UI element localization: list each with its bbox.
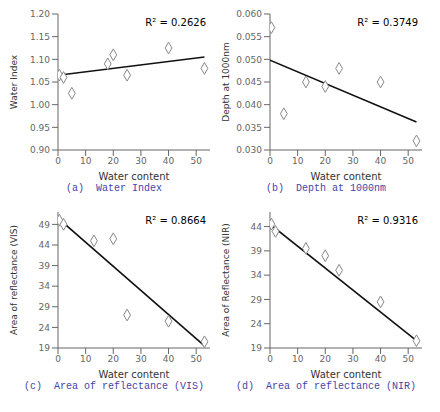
svg-text:20: 20	[320, 156, 332, 166]
svg-text:30: 30	[347, 354, 359, 364]
svg-text:0.060: 0.060	[236, 9, 262, 19]
svg-text:10: 10	[80, 156, 92, 166]
svg-text:44: 44	[251, 222, 263, 232]
svg-text:1.10: 1.10	[30, 55, 50, 65]
html-text:(a) Water Index: (a) Water Index	[66, 183, 162, 194]
svg-text:Area of reflectance (VIS): Area of reflectance (VIS)	[9, 225, 19, 335]
svg-text:24: 24	[39, 323, 51, 333]
svg-text:24: 24	[251, 319, 263, 329]
svg-text:0.050: 0.050	[236, 55, 262, 65]
svg-text:29: 29	[39, 302, 51, 312]
svg-text:20: 20	[108, 156, 120, 166]
svg-text:0.045: 0.045	[236, 77, 262, 87]
svg-text:49: 49	[39, 220, 51, 230]
svg-text:Depth at 1000nm: Depth at 1000nm	[221, 42, 231, 122]
svg-text:40: 40	[375, 156, 387, 166]
svg-text:19: 19	[251, 343, 263, 353]
svg-text:30: 30	[347, 156, 359, 166]
html-text:(c) Area of reflectance (VIS): (c) Area of reflectance (VIS)	[24, 381, 204, 392]
svg-text:39: 39	[251, 246, 263, 256]
svg-text:1.20: 1.20	[30, 9, 50, 19]
svg-text:Water content: Water content	[98, 369, 169, 378]
svg-text:0.040: 0.040	[236, 100, 262, 110]
svg-text:0.035: 0.035	[236, 123, 262, 133]
svg-text:10: 10	[292, 354, 304, 364]
html-text:R² = 0.8664: R² = 0.8664	[145, 215, 206, 226]
svg-text:50: 50	[402, 156, 414, 166]
svg-text:0: 0	[55, 156, 61, 166]
svg-text:20: 20	[320, 354, 332, 364]
svg-text:40: 40	[163, 354, 175, 364]
html-text:R² = 0.2626: R² = 0.2626	[145, 17, 206, 28]
svg-text:29: 29	[251, 295, 263, 305]
svg-text:Water content: Water content	[98, 171, 169, 180]
svg-text:40: 40	[163, 156, 175, 166]
svg-text:39: 39	[39, 261, 51, 271]
svg-text:0: 0	[55, 354, 61, 364]
html-text:R² = 0.3749: R² = 0.3749	[357, 17, 418, 28]
svg-text:20: 20	[108, 354, 120, 364]
svg-text:0: 0	[267, 354, 273, 364]
svg-text:1.15: 1.15	[30, 32, 50, 42]
svg-text:34: 34	[39, 281, 51, 291]
svg-text:1.05: 1.05	[30, 77, 50, 87]
svg-text:10: 10	[292, 156, 304, 166]
svg-text:44: 44	[39, 240, 51, 250]
svg-text:Water content: Water content	[310, 369, 381, 378]
svg-text:10: 10	[80, 354, 92, 364]
html-text:(d) Area of reflectance (NIR): (d) Area of reflectance (NIR)	[236, 381, 416, 392]
html-text:R² = 0.9316: R² = 0.9316	[357, 215, 418, 226]
svg-text:0.95: 0.95	[30, 123, 50, 133]
svg-text:34: 34	[251, 270, 263, 280]
svg-text:30: 30	[135, 156, 147, 166]
svg-text:Water content: Water content	[310, 171, 381, 180]
html-text:(b) Depth at 1000nm: (b) Depth at 1000nm	[266, 183, 386, 194]
svg-text:50: 50	[402, 354, 414, 364]
svg-text:1.00: 1.00	[30, 100, 50, 110]
svg-text:30: 30	[135, 354, 147, 364]
svg-text:50: 50	[190, 354, 202, 364]
svg-text:0.055: 0.055	[236, 32, 262, 42]
svg-text:40: 40	[375, 354, 387, 364]
svg-text:Area of Reflectance (NIR): Area of Reflectance (NIR)	[221, 223, 231, 336]
svg-text:19: 19	[39, 343, 51, 353]
svg-text:0.030: 0.030	[236, 145, 262, 155]
svg-text:Water Index: Water Index	[9, 54, 19, 109]
svg-text:50: 50	[190, 156, 202, 166]
svg-text:0.90: 0.90	[30, 145, 50, 155]
svg-text:0: 0	[267, 156, 273, 166]
